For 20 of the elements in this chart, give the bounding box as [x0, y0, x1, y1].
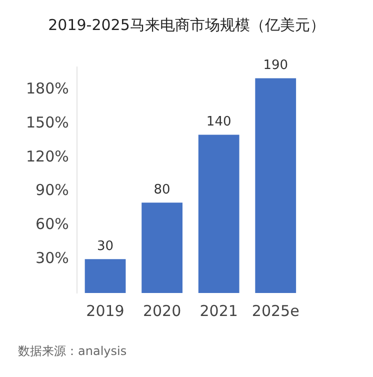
y-tick-label: 60% [36, 215, 69, 234]
data-label: 190 [263, 58, 288, 74]
data-label: 30 [97, 238, 114, 254]
y-tick-label: 150% [26, 113, 69, 132]
source-note: 数据来源：analysis [18, 343, 128, 360]
x-tick-label: 2021 [200, 302, 238, 320]
chart-title: 2019-2025马来电商市场规模（亿美元） [47, 15, 326, 36]
bar [142, 202, 182, 293]
bar [198, 134, 240, 293]
data-label: 80 [154, 182, 170, 198]
y-tick-label: 180% [26, 79, 69, 98]
x-tick-label: 2019 [86, 302, 124, 320]
y-tick-label: 90% [36, 181, 69, 200]
x-tick-label: 2020 [142, 302, 182, 320]
bar [84, 259, 126, 293]
y-tick-label: 30% [36, 248, 69, 267]
y-tick-label: 120% [26, 147, 69, 166]
x-tick-label: 2025e [252, 302, 300, 320]
bar [255, 78, 296, 293]
data-label: 140 [206, 114, 232, 130]
